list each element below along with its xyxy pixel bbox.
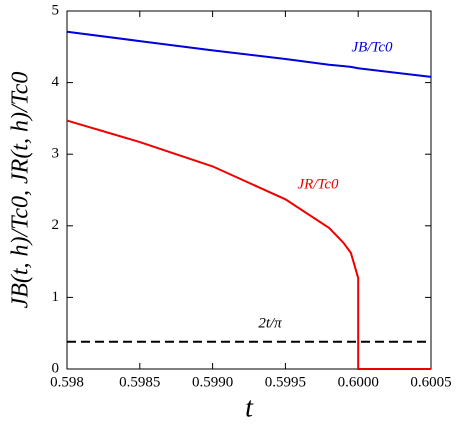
y-tick-label: 1 bbox=[52, 289, 60, 305]
plot-frame bbox=[66, 10, 432, 370]
x-tick-label: 0.6005 bbox=[410, 374, 451, 390]
y-tick-label: 2 bbox=[52, 217, 60, 233]
x-tick-label: 0.5985 bbox=[119, 374, 160, 390]
x-tick-label: 0.6000 bbox=[338, 374, 379, 390]
series-label: 2t/π bbox=[258, 315, 282, 331]
y-tick-label: 5 bbox=[52, 2, 60, 18]
x-tick-label: 0.5990 bbox=[192, 374, 233, 390]
x-tick-label: 0.598 bbox=[50, 374, 84, 390]
y-tick-label: 3 bbox=[52, 146, 60, 162]
y-axis-label: JB(t, h)/Tc0, JR(t, h)/Tc0 bbox=[8, 72, 34, 309]
series-line bbox=[66, 30, 432, 78]
y-tick-label: 0 bbox=[52, 360, 60, 376]
y-tick-label: 4 bbox=[52, 74, 60, 90]
x-axis-label: t bbox=[245, 392, 254, 423]
series-label: JR/Tc0 bbox=[297, 176, 339, 192]
series-line bbox=[66, 119, 431, 370]
series-label: JB/Tc0 bbox=[351, 39, 393, 55]
x-tick-label: 0.5995 bbox=[265, 374, 306, 390]
